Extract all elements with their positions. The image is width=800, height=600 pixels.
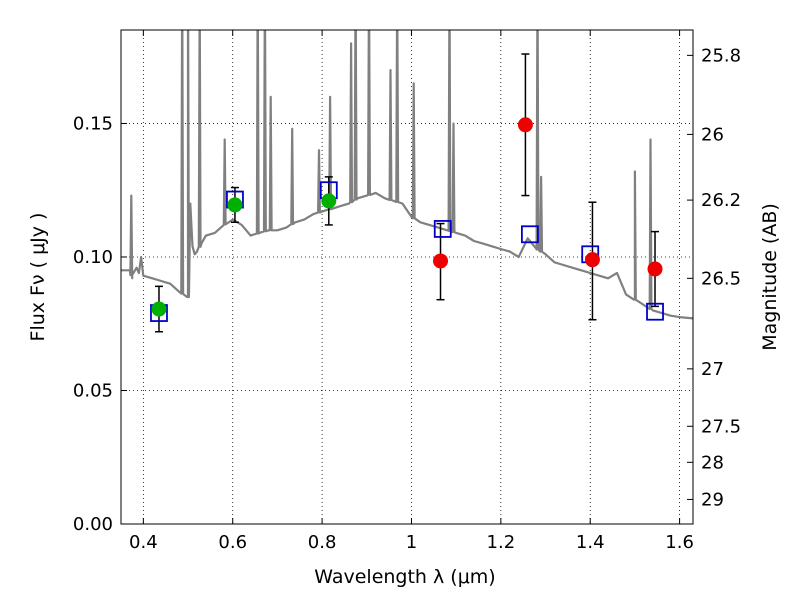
magnitude-tick-label: 28	[701, 452, 724, 473]
x-tick-label: 0.8	[308, 532, 337, 553]
green-data-point	[227, 197, 243, 213]
x-tick-label: 1	[406, 532, 417, 553]
y-axis-title: Flux Fν ( μJy )	[27, 213, 49, 342]
magnitude-tick-label: 25.8	[701, 45, 741, 66]
y-axis-right-title: Magnitude (AB)	[759, 203, 781, 351]
plot-frame	[120, 29, 694, 525]
model-spectrum	[121, 30, 693, 320]
magnitude-tick-label: 26.2	[701, 190, 741, 211]
model-photometry-square	[520, 225, 539, 244]
y-tick-label: 0.15	[73, 113, 113, 134]
data-points	[150, 53, 664, 333]
magnitude-tick-label: 27.5	[701, 416, 741, 437]
x-tick-label: 1.6	[665, 532, 694, 553]
red-data-point	[433, 253, 449, 269]
x-tick-label: 0.6	[218, 532, 247, 553]
green-data-point	[321, 193, 337, 209]
y-axis-right-magnitude: 25.8 26 26.2 26.5 27 27.5 28 29	[687, 45, 741, 510]
magnitude-tick-label: 26.5	[701, 268, 741, 289]
x-tick-label: 1.4	[576, 532, 605, 553]
x-axis-title: Wavelength λ (μm)	[314, 566, 495, 588]
magnitude-tick-label: 26	[701, 124, 724, 145]
magnitude-tick-label: 27	[701, 359, 724, 380]
x-axis: 0.4 0.6 0.8 1 1.2 1.4 1.6	[129, 30, 694, 553]
red-data-point	[584, 252, 600, 268]
y-tick-label: 0.05	[73, 380, 113, 401]
y-tick-label: 0.00	[73, 514, 113, 535]
y-axis-left: 0.00 0.05 0.10 0.15	[73, 113, 127, 535]
magnitude-tick-label: 29	[701, 489, 724, 510]
model-photometry-square	[433, 220, 452, 238]
y-tick-label: 0.10	[73, 247, 113, 268]
model-photometry-square	[646, 302, 664, 321]
red-data-point	[647, 261, 663, 277]
plot-background	[121, 30, 693, 524]
green-data-point	[151, 301, 167, 317]
model-spectrum-line	[121, 30, 693, 320]
x-tick-label: 1.2	[487, 532, 516, 553]
red-data-point	[517, 117, 533, 133]
x-tick-label: 0.4	[129, 532, 158, 553]
